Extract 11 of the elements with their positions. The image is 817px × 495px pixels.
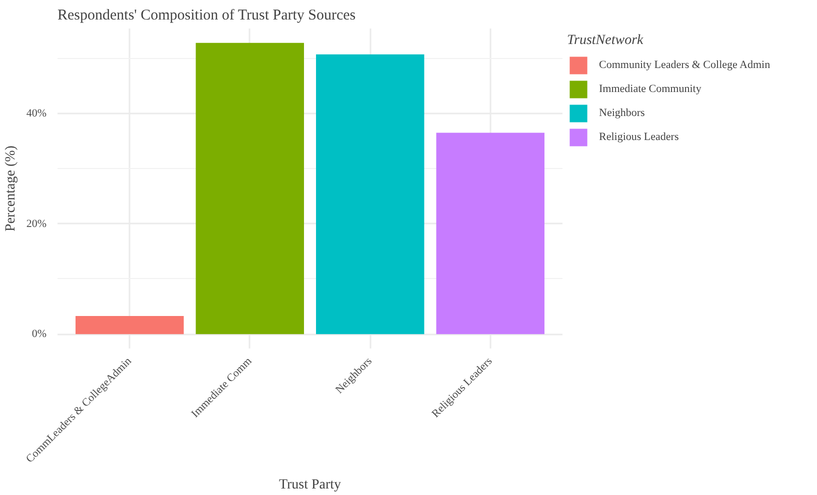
legend-label: Religious Leaders xyxy=(599,131,679,143)
y-tick-label: 0% xyxy=(32,328,47,340)
y-tick-label: 20% xyxy=(26,218,47,230)
chart-title: Respondents' Composition of Trust Party Sources xyxy=(58,8,356,24)
legend-label: Neighbors xyxy=(599,107,645,119)
legend-label: Community Leaders & College Admin xyxy=(599,59,770,71)
legend-title: TrustNetwork xyxy=(567,33,644,49)
y-axis-title: Percentage (%) xyxy=(3,145,18,232)
legend-label: Immediate Community xyxy=(599,83,702,95)
y-tick-label: 40% xyxy=(26,107,47,120)
x-axis-title: Trust Party xyxy=(278,478,342,493)
